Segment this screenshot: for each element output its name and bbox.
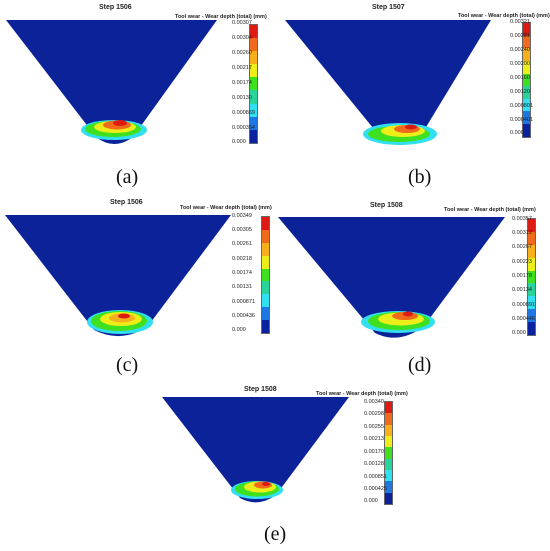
colorbar-tick: 0.00160 bbox=[510, 75, 530, 81]
colorbar-tick: 0.00240 bbox=[510, 47, 530, 53]
colorbar-tick: 0.00128 bbox=[364, 461, 384, 467]
colorbar-tick: 0.000801 bbox=[510, 103, 533, 109]
caption-a: (a) bbox=[116, 166, 139, 188]
colorbar-tick: 0.000871 bbox=[232, 299, 255, 305]
colorbar-tick: 0.00267 bbox=[512, 244, 532, 250]
colorbar-tick: 0.000 bbox=[232, 327, 246, 333]
colorbar-tick: 0.00357 bbox=[512, 216, 532, 222]
colorbar bbox=[261, 216, 270, 334]
colorbar-tick: 0.00255 bbox=[364, 424, 384, 430]
colorbar-tick: 0.000891 bbox=[512, 302, 535, 308]
colorbar-title: Tool wear - Wear depth (total) (mm) bbox=[180, 205, 272, 211]
colorbar-tick: 0.00307 bbox=[232, 20, 252, 26]
colorbar-tick: 0.00223 bbox=[512, 259, 532, 265]
colorbar-tick: 0.000 bbox=[232, 139, 246, 145]
step-label: Step 1506 bbox=[110, 199, 143, 206]
colorbar-tick: 0.000851 bbox=[364, 474, 387, 480]
colorbar-tick: 0.000446 bbox=[512, 316, 535, 322]
colorbar-tick: 0.00218 bbox=[232, 256, 252, 262]
colorbar-tick: 0.00134 bbox=[512, 287, 532, 293]
colorbar-tick: 0.00200 bbox=[510, 61, 530, 67]
colorbar-tick: 0.00305 bbox=[232, 227, 252, 233]
colorbar-tick: 0.000401 bbox=[510, 117, 533, 123]
colorbar bbox=[522, 22, 531, 138]
caption-c: (c) bbox=[116, 354, 139, 376]
caption-d: (d) bbox=[408, 354, 432, 376]
colorbar-tick: 0.00170 bbox=[364, 449, 384, 455]
colorbar-tick: 0.00281 bbox=[510, 33, 530, 39]
colorbar-tick: 0.00174 bbox=[232, 270, 252, 276]
colorbar-tick: 0.00178 bbox=[512, 273, 532, 279]
colorbar-tick: 0.00260 bbox=[232, 50, 252, 56]
colorbar-tick: 0.000436 bbox=[232, 313, 255, 319]
colorbar-tick: 0.00217 bbox=[232, 65, 252, 71]
colorbar bbox=[384, 401, 393, 505]
colorbar bbox=[527, 218, 536, 336]
step-label: Step 1508 bbox=[370, 202, 403, 209]
colorbar-tick: 0.000354 bbox=[232, 125, 255, 131]
colorbar-tick: 0.000869 bbox=[232, 110, 255, 116]
colorbar bbox=[249, 24, 258, 144]
colorbar-tick: 0.000 bbox=[512, 330, 526, 336]
colorbar-tick: 0.00312 bbox=[512, 230, 532, 236]
colorbar-title: Tool wear - Wear depth (total) (mm) bbox=[458, 13, 550, 19]
colorbar-tick: 0.00213 bbox=[364, 436, 384, 442]
step-label: Step 1507 bbox=[372, 4, 405, 11]
colorbar-tick: 0.00174 bbox=[232, 80, 252, 86]
colorbar-tick: 0.000 bbox=[510, 130, 524, 136]
colorbar-tick: 0.00349 bbox=[232, 213, 252, 219]
colorbar-tick: 0.00340 bbox=[364, 399, 384, 405]
colorbar-title: Tool wear - Wear depth (total) (mm) bbox=[316, 391, 408, 397]
colorbar-title: Tool wear - Wear depth (total) (mm) bbox=[175, 14, 267, 20]
colorbar-tick: 0.000 bbox=[364, 498, 378, 504]
colorbar-tick: 0.00130 bbox=[232, 95, 252, 101]
colorbar-title: Tool wear - Wear depth (total) (mm) bbox=[444, 207, 536, 213]
caption-b: (b) bbox=[408, 166, 432, 188]
colorbar-tick: 0.000425 bbox=[364, 486, 387, 492]
caption-e: (e) bbox=[264, 523, 287, 545]
colorbar-tick: 0.00304 bbox=[232, 35, 252, 41]
colorbar-tick: 0.00298 bbox=[364, 411, 384, 417]
colorbar-tick: 0.00120 bbox=[510, 89, 530, 95]
step-label: Step 1506 bbox=[99, 4, 132, 11]
colorbar-tick: 0.00261 bbox=[232, 241, 252, 247]
step-label: Step 1508 bbox=[244, 386, 277, 393]
colorbar-tick: 0.00321 bbox=[510, 19, 530, 25]
colorbar-tick: 0.00131 bbox=[232, 284, 252, 290]
